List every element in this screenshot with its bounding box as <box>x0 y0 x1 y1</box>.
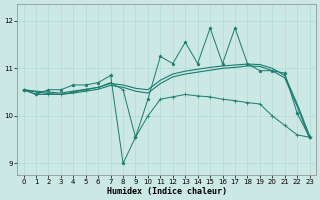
X-axis label: Humidex (Indice chaleur): Humidex (Indice chaleur) <box>107 187 227 196</box>
